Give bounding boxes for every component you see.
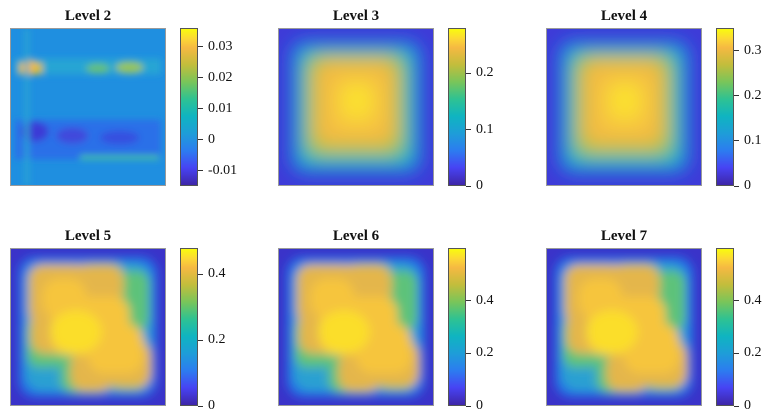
- colorbar-tick-mark: [198, 139, 203, 141]
- colorbar-tick-mark: [734, 95, 739, 97]
- colorbar: [448, 248, 466, 406]
- colorbar: [180, 28, 198, 186]
- panel-title: Level 3: [332, 8, 380, 24]
- colorbar-tick-label: 0.2: [208, 332, 226, 348]
- colorbar-tick-label: 0.2: [744, 87, 762, 103]
- colorbar: [716, 248, 734, 406]
- colorbar-tick-mark: [198, 170, 203, 171]
- colorbar-tick-label: 0: [476, 398, 483, 413]
- heatmap-panel-4: Level 5 0.4 0.2 0: [10, 228, 260, 418]
- colorbar: [180, 248, 198, 406]
- heatmap-image: [546, 28, 702, 186]
- heatmap-panel-3: Level 4 0.3 0.2 0.1 0: [546, 8, 764, 198]
- colorbar-tick-mark: [734, 185, 739, 187]
- heatmap-image: [278, 248, 434, 406]
- heatmap-image: [10, 248, 166, 406]
- colorbar-tick-mark: [466, 405, 471, 407]
- colorbar-tick-label: 0: [476, 178, 483, 193]
- colorbar-tick-mark: [466, 72, 471, 74]
- colorbar: [716, 28, 734, 186]
- colorbar-tick-label: 0: [744, 398, 751, 413]
- panel-title: Level 7: [600, 228, 648, 244]
- colorbar-tick-mark: [198, 46, 203, 48]
- colorbar-tick-mark: [466, 129, 471, 131]
- colorbar-tick-mark: [198, 405, 203, 407]
- panel-title: Level 4: [600, 8, 648, 24]
- colorbar-tick-mark: [466, 300, 471, 302]
- colorbar-tick-label: 0.2: [476, 65, 494, 81]
- colorbar-tick-mark: [198, 108, 203, 110]
- colorbar-tick-mark: [734, 352, 739, 354]
- colorbar-tick-mark: [466, 352, 471, 354]
- colorbar-tick-label: 0.1: [476, 121, 494, 137]
- heatmap-image: [10, 28, 166, 186]
- colorbar-tick-mark: [466, 185, 471, 187]
- colorbar-tick-mark: [734, 140, 739, 142]
- colorbar-tick-label: -0.01: [208, 162, 238, 178]
- heatmap-panel-6: Level 7 0.4 0.2 0: [546, 228, 764, 418]
- colorbar: [448, 28, 466, 186]
- colorbar-tick-label: 0.4: [744, 292, 762, 308]
- panel-title: Level 2: [64, 8, 112, 24]
- heatmap-panel-2: Level 3 0.2 0.1 0: [278, 8, 528, 198]
- colorbar-tick-label: 0.02: [208, 69, 233, 85]
- panel-title: Level 6: [332, 228, 380, 244]
- colorbar-tick-mark: [198, 339, 203, 341]
- colorbar-tick-mark: [734, 50, 739, 52]
- colorbar-tick-label: 0.1: [744, 132, 762, 148]
- heatmap-panel-5: Level 6 0.4 0.2 0: [278, 228, 528, 418]
- colorbar-tick-label: 0.3: [744, 42, 762, 58]
- colorbar-tick-label: 0.4: [208, 266, 226, 282]
- colorbar-tick-label: 0: [744, 178, 751, 193]
- colorbar-tick-label: 0.2: [744, 345, 762, 361]
- colorbar-tick-label: 0.03: [208, 38, 233, 54]
- panel-title: Level 5: [64, 228, 112, 244]
- colorbar-tick-mark: [734, 405, 739, 407]
- heatmap-image: [546, 248, 702, 406]
- colorbar-tick-mark: [198, 273, 203, 275]
- colorbar-tick-label: 0: [208, 131, 215, 147]
- colorbar-tick-label: 0.2: [476, 345, 494, 361]
- colorbar-tick-label: 0: [208, 398, 215, 413]
- colorbar-tick-mark: [198, 77, 203, 79]
- heatmap-panel-1: Level 2 0.03 0.02 0.01 0 -0.01: [10, 8, 260, 198]
- colorbar-tick-label: 0.01: [208, 100, 233, 116]
- colorbar-tick-label: 0.4: [476, 292, 494, 308]
- colorbar-tick-mark: [734, 300, 739, 302]
- heatmap-image: [278, 28, 434, 186]
